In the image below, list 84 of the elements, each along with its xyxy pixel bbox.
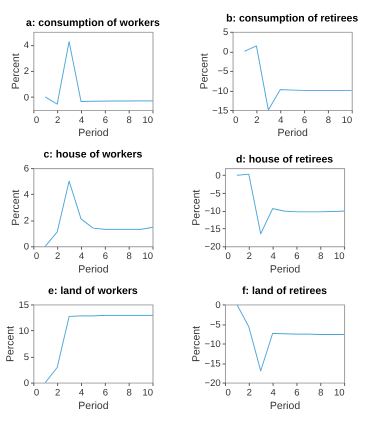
x-tick-label: 2 bbox=[254, 114, 260, 126]
y-tick-label: −10 bbox=[204, 206, 221, 218]
x-tick-label: 4 bbox=[78, 251, 85, 262]
x-tick-label: 10 bbox=[142, 387, 153, 398]
x-tick-label: 10 bbox=[142, 251, 153, 262]
x-tick-label: 10 bbox=[142, 114, 153, 126]
y-tick-label: −5 bbox=[210, 188, 221, 200]
y-tick-label: −20 bbox=[204, 378, 221, 389]
y-tick-label: 0 bbox=[24, 92, 30, 104]
y-axis-title: Percent bbox=[11, 53, 22, 90]
y-tick-label: 4 bbox=[24, 40, 30, 52]
x-tick-label: 8 bbox=[326, 114, 332, 126]
line-series bbox=[44, 41, 153, 105]
x-tick-label: 0 bbox=[34, 114, 40, 126]
y-tick-label: −5 bbox=[210, 319, 221, 330]
x-axis-title: Period bbox=[78, 128, 109, 140]
y-tick-label: 10 bbox=[18, 326, 30, 337]
y-tick-label: 0 bbox=[215, 170, 221, 182]
line-series bbox=[44, 180, 153, 247]
y-tick-label: −5 bbox=[217, 66, 228, 78]
chart-title: c: house of workers bbox=[43, 150, 143, 161]
x-tick-label: 2 bbox=[55, 251, 60, 262]
x-tick-label: 6 bbox=[294, 387, 300, 398]
y-tick-label: 0 bbox=[24, 242, 30, 253]
x-axis-title: Period bbox=[270, 264, 300, 276]
x-tick-label: 0 bbox=[34, 387, 40, 398]
x-tick-label: 8 bbox=[318, 251, 324, 262]
x-tick-label: 4 bbox=[78, 387, 85, 398]
x-tick-label: 4 bbox=[278, 114, 284, 126]
x-tick-label: 2 bbox=[246, 251, 252, 262]
y-axis-title: Percent bbox=[11, 190, 22, 226]
x-tick-label: 8 bbox=[318, 387, 324, 398]
y-tick-label: −10 bbox=[212, 86, 228, 97]
line-series bbox=[236, 304, 345, 372]
y-axis-title: Percent bbox=[199, 53, 210, 90]
x-tick-label: 8 bbox=[126, 387, 132, 398]
x-tick-label: 0 bbox=[34, 251, 40, 262]
x-tick-label: 4 bbox=[270, 251, 276, 262]
y-tick-label: −15 bbox=[204, 224, 221, 235]
y-axis-title: Percent bbox=[192, 326, 203, 362]
x-tick-label: 4 bbox=[270, 387, 276, 398]
x-tick-label: 10 bbox=[342, 114, 352, 126]
y-tick-label: 0 bbox=[223, 46, 228, 58]
x-tick-label: 6 bbox=[102, 251, 108, 262]
y-tick-label: 0 bbox=[215, 300, 221, 311]
x-tick-label: 6 bbox=[302, 114, 308, 126]
y-tick-label: 15 bbox=[18, 300, 30, 311]
x-tick-label: 10 bbox=[334, 251, 345, 262]
y-tick-label: 2 bbox=[24, 216, 30, 227]
chart-title: f: land of retirees bbox=[242, 286, 328, 297]
x-axis-title: Period bbox=[278, 128, 308, 140]
x-tick-label: 2 bbox=[55, 387, 60, 398]
line-series bbox=[236, 174, 345, 234]
x-tick-label: 4 bbox=[78, 114, 85, 126]
y-tick-label: 4 bbox=[24, 190, 30, 201]
x-tick-label: 2 bbox=[246, 387, 252, 398]
line-series bbox=[44, 314, 153, 384]
chart-title: a: consumption of workers bbox=[26, 18, 160, 30]
y-tick-label: −10 bbox=[204, 338, 221, 350]
chart-title: e: land of workers bbox=[48, 286, 138, 297]
chart-title: b: consumption of retirees bbox=[226, 13, 358, 24]
y-tick-label: −15 bbox=[212, 105, 228, 116]
y-axis-title: Percent bbox=[6, 326, 17, 362]
y-tick-label: 6 bbox=[24, 163, 30, 174]
y-axis-title: Percent bbox=[192, 190, 203, 226]
x-tick-label: 8 bbox=[126, 251, 132, 262]
y-tick-label: 0 bbox=[24, 378, 30, 389]
y-tick-label: 5 bbox=[223, 27, 228, 38]
x-tick-label: 0 bbox=[233, 114, 238, 126]
x-tick-label: 2 bbox=[55, 114, 60, 126]
x-tick-label: 8 bbox=[126, 114, 132, 126]
chart-title: d: house of retirees bbox=[236, 154, 334, 166]
y-tick-label: 2 bbox=[24, 66, 30, 78]
x-axis-title: Period bbox=[270, 400, 300, 412]
x-axis-title: Period bbox=[78, 264, 109, 276]
x-tick-label: 6 bbox=[102, 114, 108, 126]
x-axis-title: Period bbox=[78, 400, 109, 412]
line-series bbox=[244, 45, 352, 110]
x-tick-label: 10 bbox=[334, 387, 345, 398]
y-tick-label: −15 bbox=[204, 358, 221, 370]
y-tick-label: 5 bbox=[24, 352, 30, 363]
y-tick-label: −20 bbox=[204, 242, 221, 253]
x-tick-label: 6 bbox=[102, 387, 108, 398]
x-tick-label: 6 bbox=[294, 251, 300, 262]
